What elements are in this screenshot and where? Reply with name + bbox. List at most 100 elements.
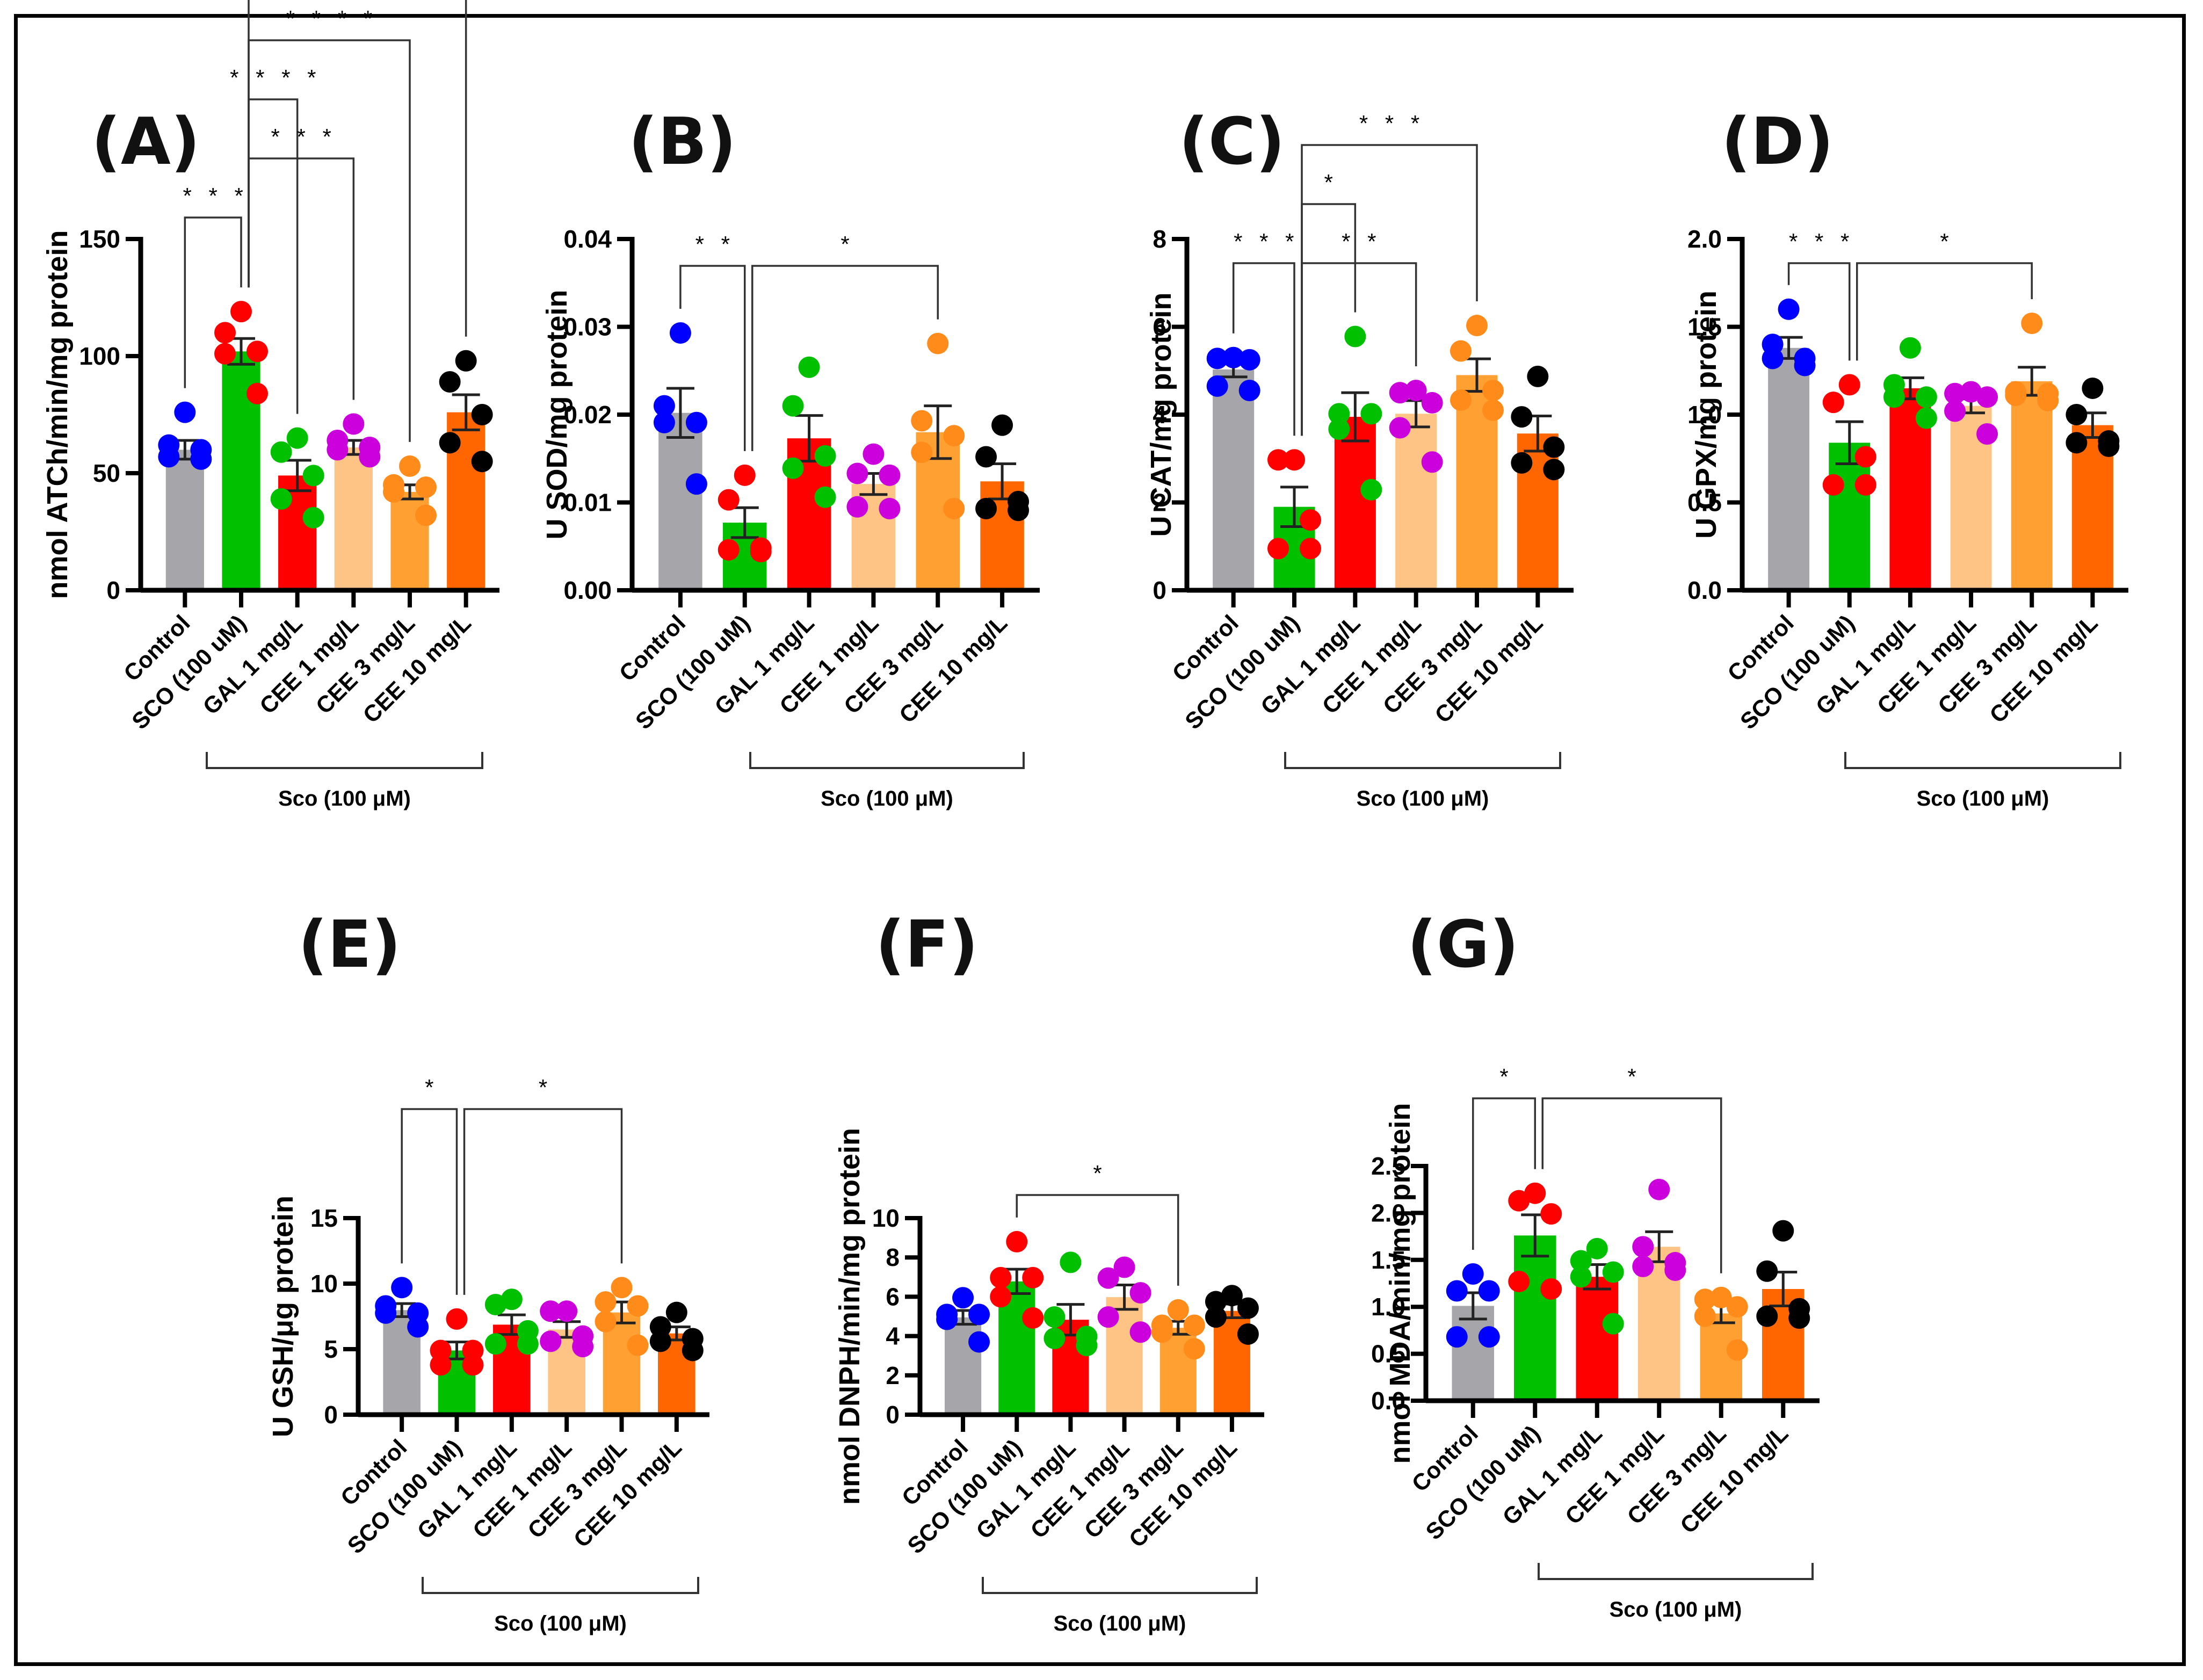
data-point <box>407 1316 429 1338</box>
bar-1 <box>1513 1235 1556 1401</box>
group-bracket-label: Sco (100 μM) <box>278 787 411 810</box>
data-point <box>1543 436 1565 458</box>
data-point <box>653 395 675 417</box>
data-point <box>1446 1280 1468 1302</box>
data-point <box>1405 380 1427 402</box>
y-tick-label: 0.02 <box>563 401 612 429</box>
y-tick-label: 5 <box>324 1335 338 1363</box>
panel-letter: (A) <box>91 105 200 179</box>
data-point <box>991 414 1013 436</box>
significance-bracket <box>1541 1097 1722 1273</box>
group-bracket <box>1284 752 1561 769</box>
group-bracket-label: Sco (100 μM) <box>1917 787 2049 810</box>
data-point <box>190 448 212 470</box>
data-point <box>2021 312 2043 334</box>
y-tick-label: 1.0 <box>1371 1293 1405 1321</box>
data-point <box>1097 1267 1119 1289</box>
significance-label: * <box>840 231 854 257</box>
y-tick-label: 4 <box>886 1322 900 1350</box>
y-tick-label: 8 <box>886 1243 900 1271</box>
data-point <box>1167 1299 1189 1321</box>
data-point <box>1694 1288 1716 1310</box>
significance-bracket <box>401 1108 458 1295</box>
bar-3 <box>334 447 373 590</box>
data-point <box>682 1339 704 1362</box>
y-tick-label: 0.5 <box>1371 1340 1405 1368</box>
data-point <box>540 1300 562 1322</box>
data-point <box>1060 1251 1082 1273</box>
group-bracket-label: Sco (100 μM) <box>494 1612 627 1635</box>
data-point <box>1466 315 1488 337</box>
data-point <box>1944 400 1966 422</box>
significance-label: * <box>1627 1064 1641 1089</box>
y-axis-title: nmol MDA/min/mg protein <box>1384 1103 1416 1464</box>
y-tick-label: 2 <box>886 1362 900 1389</box>
data-point <box>214 343 236 365</box>
data-point <box>471 404 493 425</box>
group-bracket-label: Sco (100 μM) <box>1610 1598 1742 1621</box>
data-point <box>1794 354 1816 376</box>
data-point <box>1508 1271 1530 1293</box>
data-point <box>1008 499 1030 522</box>
data-point <box>1540 1203 1562 1225</box>
data-point <box>1570 1250 1592 1272</box>
data-point <box>627 1295 649 1317</box>
significance-label: * * * * <box>230 65 321 90</box>
group-bracket-label: Sco (100 μM) <box>821 787 953 810</box>
y-tick-label: 0.03 <box>563 313 612 341</box>
data-point <box>782 457 804 479</box>
significance-label: * <box>1499 1064 1513 1089</box>
y-tick-label: 8 <box>1153 225 1166 253</box>
significance-bracket <box>248 157 355 400</box>
data-point <box>286 427 308 449</box>
significance-label: * <box>539 1075 553 1100</box>
data-point <box>1915 407 1937 429</box>
y-tick-label: 0 <box>106 576 120 604</box>
data-point <box>174 401 196 423</box>
data-point <box>327 439 349 461</box>
data-point <box>1570 1266 1592 1288</box>
significance-label: * * * <box>183 183 248 208</box>
data-point <box>1151 1321 1173 1343</box>
significance-label: * <box>1093 1161 1107 1186</box>
data-point <box>1076 1335 1098 1357</box>
data-point <box>2082 377 2104 399</box>
data-point <box>627 1334 649 1356</box>
y-tick-label: 10 <box>872 1204 900 1232</box>
data-point <box>1883 386 1905 408</box>
data-point <box>1206 375 1228 397</box>
data-point <box>595 1291 617 1313</box>
data-point <box>1778 298 1800 320</box>
data-point <box>1772 1220 1794 1242</box>
data-point <box>1602 1313 1624 1335</box>
y-tick-label: 10 <box>310 1270 338 1298</box>
y-tick-label: 2.0 <box>1371 1199 1405 1227</box>
data-point <box>1421 451 1443 473</box>
data-point <box>247 341 268 363</box>
data-point <box>1421 392 1443 414</box>
group-bracket <box>422 1577 699 1594</box>
data-point <box>1300 509 1321 531</box>
data-point <box>595 1310 617 1333</box>
data-point <box>1022 1307 1044 1329</box>
data-point <box>270 441 292 463</box>
data-point <box>1664 1259 1686 1281</box>
data-point <box>415 504 437 526</box>
data-point <box>1129 1321 1151 1343</box>
y-tick-label: 2.5 <box>1371 1152 1405 1180</box>
data-point <box>1788 1307 1810 1329</box>
data-point <box>1328 418 1350 440</box>
data-point <box>1976 386 1998 408</box>
data-point <box>936 1308 958 1330</box>
data-point <box>343 413 365 435</box>
data-point <box>2098 435 2120 457</box>
y-tick-label: 2.0 <box>1687 225 1722 253</box>
data-point <box>230 301 252 323</box>
y-tick-label: 0.00 <box>563 576 612 604</box>
data-point <box>863 443 885 465</box>
data-point <box>501 1288 523 1310</box>
data-point <box>1300 538 1321 560</box>
